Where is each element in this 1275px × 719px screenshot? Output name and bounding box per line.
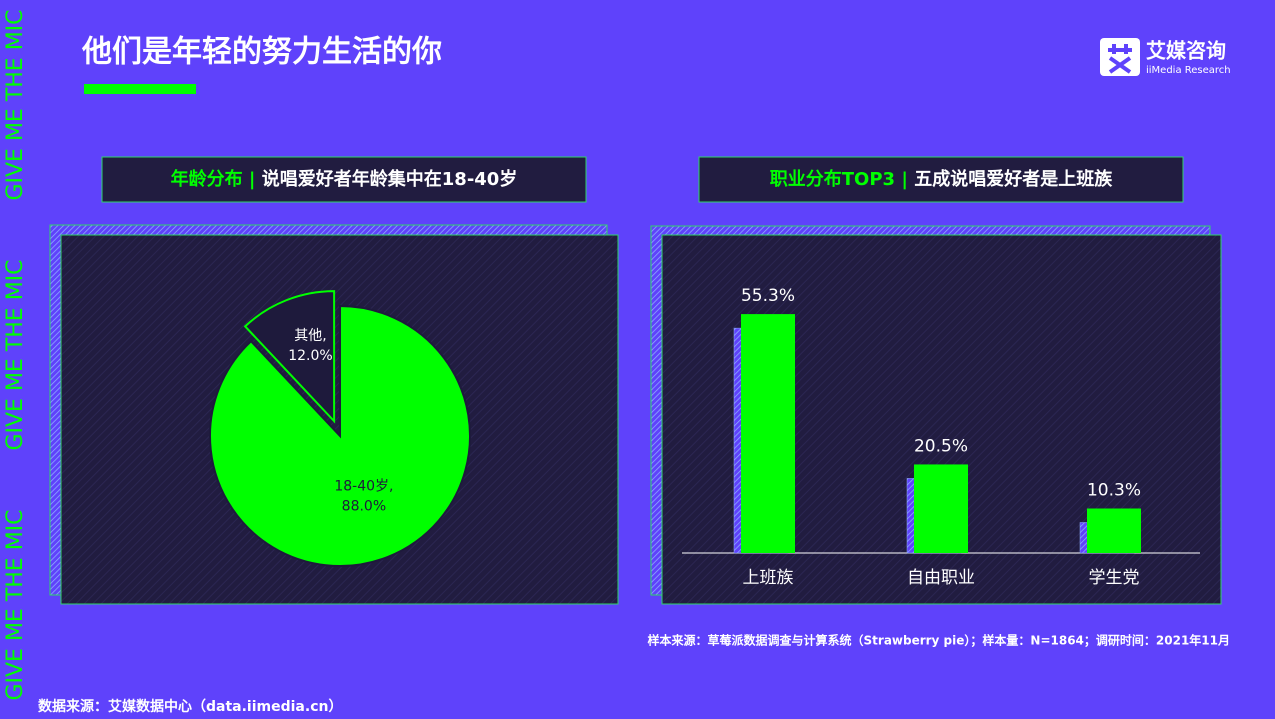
logo-sub: iiMedia Research <box>1146 65 1231 76</box>
bar <box>741 314 795 553</box>
x-tick-label: 自由职业 <box>907 568 975 588</box>
data-label-name: 其他, <box>294 328 326 344</box>
source: 数据来源：艾媒数据中心（data.iimedia.cn） <box>38 698 342 715</box>
x-tick-label: 上班族 <box>743 568 794 588</box>
data-label: 12.0% <box>288 348 332 364</box>
panel-heading: 年龄分布 | 说唱爱好者年龄集中在18-40岁 <box>171 168 518 190</box>
logo-mark <box>1108 44 1132 74</box>
panel-heading: 职业分布TOP3 | 五成说唱爱好者是上班族 <box>770 168 1113 190</box>
title-underline <box>84 84 196 94</box>
logo-icon <box>1100 38 1140 76</box>
chart-subtitle: 说唱爱好者年龄集中在18-40岁 <box>262 168 518 190</box>
logo: 艾媒咨询 iiMedia Research <box>1100 38 1231 76</box>
bar <box>1087 508 1141 553</box>
x-tick-label: 学生党 <box>1089 568 1140 588</box>
data-label: 88.0% <box>342 498 386 514</box>
bar <box>914 464 968 553</box>
panel-header <box>101 156 587 203</box>
footnote: 样本来源：草莓派数据调查与计算系统（Strawberry pie）；样本量：N=… <box>648 633 1230 648</box>
side-strip: GIVE ME THE MIC GIVE ME THE MIC GIVE ME … <box>3 9 28 700</box>
side-text: GIVE ME THE MIC <box>3 9 28 200</box>
page-title: 他们是年轻的努力生活的你 <box>81 35 442 70</box>
chart-title: 职业分布TOP3 | <box>770 168 908 190</box>
data-label: 55.3% <box>741 286 795 306</box>
data-label-name: 18-40岁, <box>334 478 393 494</box>
data-label: 20.5% <box>914 436 968 456</box>
pie-slice <box>243 290 336 424</box>
pie-slice <box>209 304 471 567</box>
side-text: GIVE ME THE MIC <box>3 509 28 700</box>
logo-name: 艾媒咨询 <box>1146 39 1226 63</box>
panel-header <box>698 156 1184 203</box>
chart-title: 年龄分布 | <box>171 168 256 190</box>
side-text: GIVE ME THE MIC <box>3 259 28 450</box>
chart-subtitle: 五成说唱爱好者是上班族 <box>914 168 1113 190</box>
data-label: 10.3% <box>1087 481 1141 501</box>
